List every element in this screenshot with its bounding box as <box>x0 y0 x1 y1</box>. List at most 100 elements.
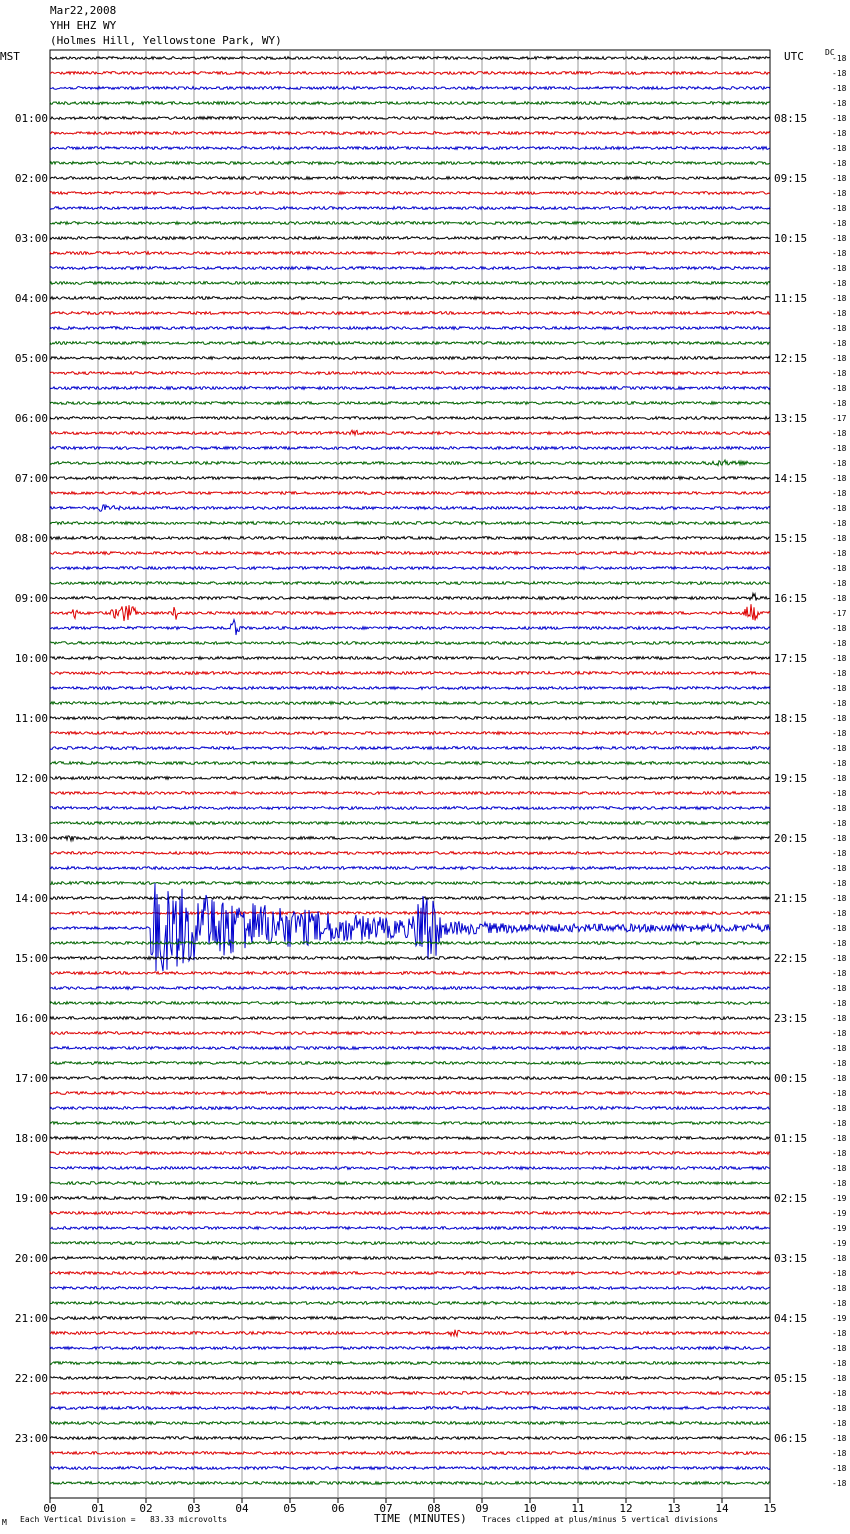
trace-row <box>49 310 771 316</box>
mst-hour-label: 22:00 <box>15 1372 48 1385</box>
dc-offset-label: -18 <box>832 1029 847 1038</box>
trace-row <box>49 1195 771 1201</box>
trace-row <box>49 940 771 946</box>
dc-offset-label: -19 <box>832 1209 847 1218</box>
mst-hour-label: 04:00 <box>15 292 48 305</box>
x-tick-label: 15 <box>763 1502 776 1515</box>
dc-offset-label: -18 <box>832 1449 847 1458</box>
dc-offset-label: -18 <box>832 204 847 213</box>
dc-offset-label: -18 <box>832 474 847 483</box>
mst-hour-label: 02:00 <box>15 172 48 185</box>
trace-row <box>49 655 771 661</box>
dc-offset-label: -18 <box>832 144 847 153</box>
dc-offset-label: -18 <box>832 459 847 468</box>
trace-row <box>49 175 771 181</box>
trace-row <box>49 1360 771 1366</box>
dc-offset-label: -18 <box>832 984 847 993</box>
footer-scale-note: Each Vertical Division = 83.33 microvolt… <box>20 1515 228 1524</box>
dc-offset-label: -18 <box>832 354 847 363</box>
dc-offset-label: -18 <box>832 1389 847 1398</box>
trace-row <box>49 160 771 166</box>
dc-axis-title: DC <box>825 48 835 57</box>
trace-row <box>49 205 771 211</box>
utc-hour-label: 00:15 <box>774 1072 807 1085</box>
trace-row <box>49 1480 771 1486</box>
trace-row <box>49 325 771 331</box>
utc-hour-label: 17:15 <box>774 652 807 665</box>
trace-row <box>49 865 771 871</box>
dc-offset-label: -18 <box>832 384 847 393</box>
dc-offset-label: -18 <box>832 744 847 753</box>
dc-offset-label: -18 <box>832 399 847 408</box>
trace-row <box>49 85 771 91</box>
trace-row <box>49 535 770 541</box>
utc-hour-label: 13:15 <box>774 412 807 425</box>
dc-offset-label: -18 <box>832 1059 847 1068</box>
dc-offset-label: -18 <box>832 684 847 693</box>
dc-offset-label: -18 <box>832 69 847 78</box>
utc-hour-label: 23:15 <box>774 1012 807 1025</box>
utc-hour-label: 08:15 <box>774 112 807 125</box>
dc-offset-label: -18 <box>832 849 847 858</box>
trace-row <box>49 1015 771 1021</box>
utc-hour-label: 05:15 <box>774 1372 807 1385</box>
dc-offset-label: -18 <box>832 1134 847 1143</box>
trace-row <box>49 895 771 901</box>
dc-offset-label: -18 <box>832 969 847 978</box>
dc-offset-label: -18 <box>832 294 847 303</box>
trace-row <box>49 415 771 421</box>
dc-offset-label: -18 <box>832 879 847 888</box>
dc-offset-label: -18 <box>832 999 847 1008</box>
dc-offset-label: -18 <box>832 1344 847 1353</box>
header-station: YHH EHZ WY <box>50 19 117 32</box>
dc-offset-label: -18 <box>832 129 847 138</box>
dc-offset-label: -18 <box>832 1104 847 1113</box>
utc-hour-label: 19:15 <box>774 772 807 785</box>
x-tick-label: 03 <box>187 1502 200 1515</box>
trace-row <box>49 490 771 496</box>
dc-offset-label: -18 <box>832 624 847 633</box>
trace-row <box>49 1329 771 1339</box>
utc-hour-label: 09:15 <box>774 172 807 185</box>
mst-hour-label: 14:00 <box>15 892 48 905</box>
dc-offset-label: -18 <box>832 594 847 603</box>
trace-row <box>49 1060 771 1066</box>
dc-offset-label: -18 <box>832 729 847 738</box>
dc-offset-label: -18 <box>832 639 847 648</box>
trace-row <box>49 1285 771 1291</box>
header-date: Mar22,2008 <box>50 4 117 17</box>
dc-offset-label: -18 <box>832 669 847 678</box>
utc-hour-label: 03:15 <box>774 1252 807 1265</box>
trace-row <box>49 1390 771 1396</box>
dc-offset-label: -18 <box>832 234 847 243</box>
trace-row <box>49 445 771 451</box>
trace-row <box>49 883 771 972</box>
trace-row <box>49 1105 771 1111</box>
trace-row <box>49 685 771 691</box>
trace-row <box>50 1225 771 1231</box>
mst-hour-label: 18:00 <box>15 1132 48 1145</box>
dc-offset-label: -18 <box>832 579 847 588</box>
x-tick-label: 07 <box>379 1502 392 1515</box>
dc-offset-label: -18 <box>832 699 847 708</box>
trace-row <box>49 1030 771 1036</box>
footer-clip-note: Traces clipped at plus/minus 5 vertical … <box>482 1515 719 1524</box>
trace-row <box>49 640 771 646</box>
trace-row <box>50 550 771 556</box>
trace-row <box>49 250 771 256</box>
trace-row <box>49 820 771 826</box>
dc-offset-label: -18 <box>832 369 847 378</box>
utc-hour-label: 20:15 <box>774 832 807 845</box>
mst-hour-label: 16:00 <box>15 1012 48 1025</box>
trace-row <box>49 1120 771 1126</box>
dc-offset-label: -18 <box>832 99 847 108</box>
dc-offset-label: -18 <box>832 174 847 183</box>
x-tick-label: 12 <box>619 1502 632 1515</box>
trace-row <box>49 805 771 811</box>
dc-offset-label: -18 <box>832 264 847 273</box>
trace-row <box>49 385 771 391</box>
trace-row <box>49 1405 771 1411</box>
trace-row <box>49 1090 771 1096</box>
dc-offset-label: -18 <box>832 219 847 228</box>
